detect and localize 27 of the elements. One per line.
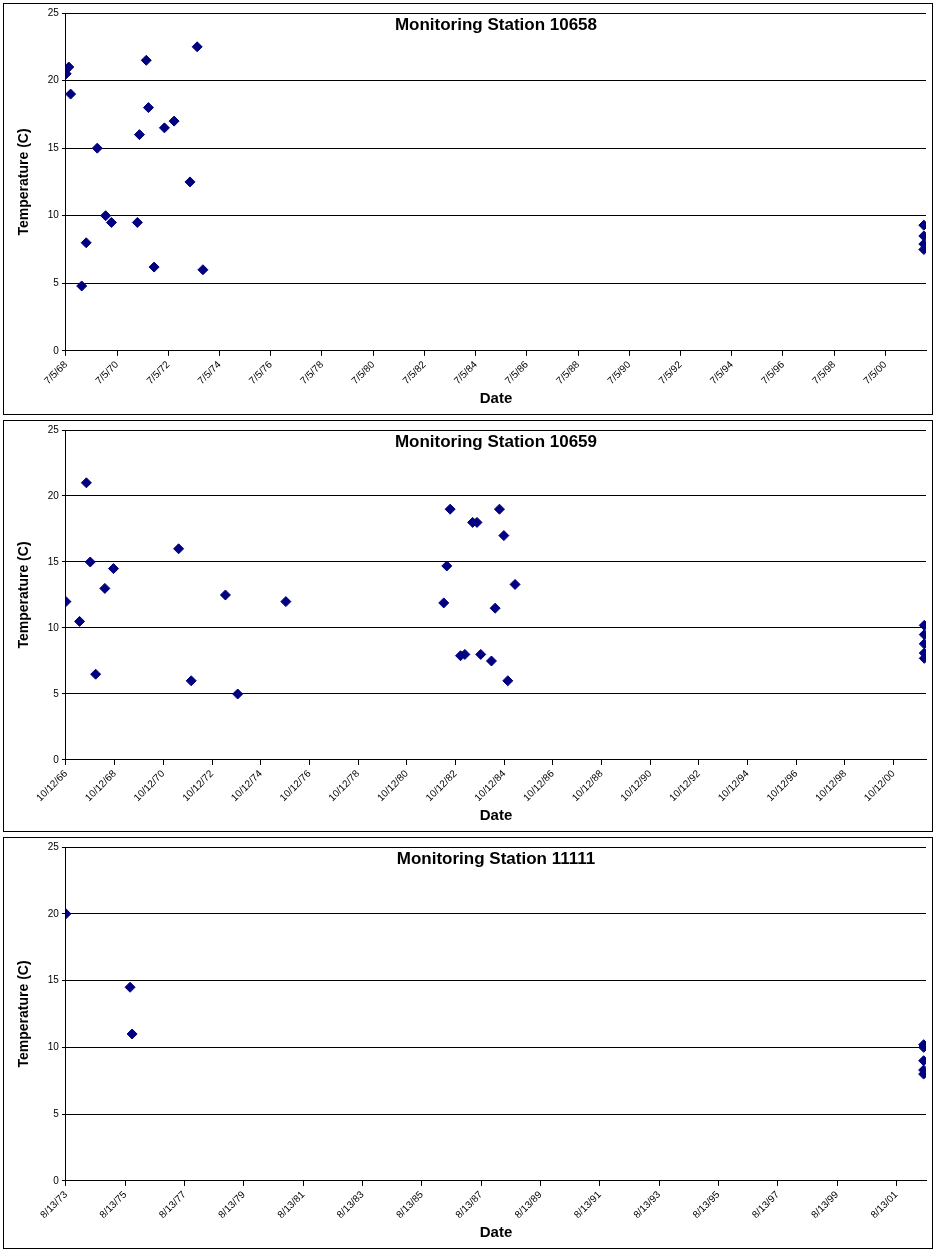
y-axis-title: Temperature (C) xyxy=(15,128,32,236)
x-axis-title: Date xyxy=(479,1223,513,1241)
y-axis-title: Temperature (C) xyxy=(15,960,32,1068)
y-axis-title: Temperature (C) xyxy=(15,541,32,649)
y-tick-label: 25 xyxy=(47,6,60,18)
chart-title: Monitoring Station 10659 xyxy=(394,432,598,452)
x-axis-title: Date xyxy=(479,806,513,824)
y-tick-label: 10 xyxy=(47,621,60,633)
y-tick-label: 10 xyxy=(47,209,60,221)
y-tick-label: 5 xyxy=(53,687,60,699)
y-tick-label: 10 xyxy=(47,1041,60,1053)
x-axis-title: Date xyxy=(479,389,513,407)
y-tick-label: 0 xyxy=(53,1174,60,1186)
y-tick-label: 5 xyxy=(53,277,60,289)
y-tick-label: 25 xyxy=(47,840,60,852)
chart-title: Monitoring Station 10658 xyxy=(394,15,598,35)
y-tick-label: 5 xyxy=(53,1107,60,1119)
y-tick-label: 20 xyxy=(47,489,60,501)
y-tick-label: 20 xyxy=(47,907,60,919)
y-tick-label: 15 xyxy=(47,974,60,986)
chart-title: Monitoring Station 11111 xyxy=(396,849,596,869)
y-tick-label: 15 xyxy=(47,141,60,153)
y-tick-label: 20 xyxy=(47,74,60,86)
y-tick-label: 0 xyxy=(53,344,60,356)
y-tick-label: 15 xyxy=(47,555,60,567)
y-tick-label: 0 xyxy=(53,753,60,765)
y-tick-label: 25 xyxy=(47,423,60,435)
